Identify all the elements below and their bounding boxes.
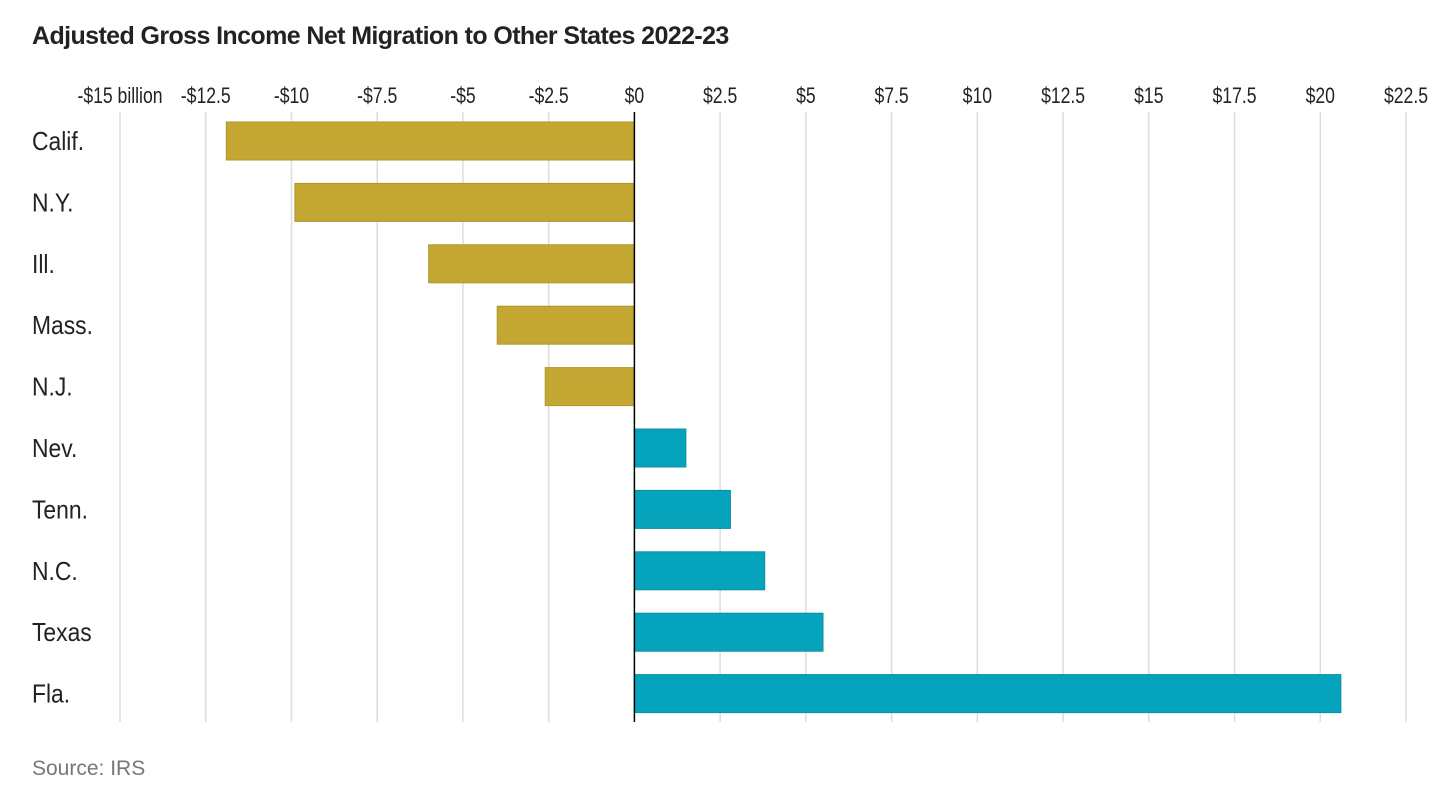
category-label: N.J. xyxy=(32,373,73,402)
x-tick-label: -$12.5 xyxy=(181,84,231,108)
x-tick-label: -$2.5 xyxy=(529,84,569,108)
bar-ill xyxy=(428,244,635,284)
x-tick-label: $22.5 xyxy=(1384,84,1428,108)
x-tick-label: $10 xyxy=(963,84,992,108)
category-label: N.C. xyxy=(32,558,78,587)
x-tick-label: $12.5 xyxy=(1041,84,1085,108)
bar-calif xyxy=(225,121,635,161)
chart-title: Adjusted Gross Income Net Migration to O… xyxy=(32,22,729,50)
bar-fla xyxy=(633,674,1342,714)
bar-mass xyxy=(496,305,635,345)
x-tick-label: $17.5 xyxy=(1213,84,1257,108)
x-tick-label: -$7.5 xyxy=(357,84,397,108)
x-tick-label: $2.5 xyxy=(703,84,737,108)
bar-tenn xyxy=(633,489,731,529)
bar-nev xyxy=(633,428,687,468)
chart-source: Source: IRS xyxy=(32,757,146,780)
bar-ny xyxy=(294,182,635,222)
category-label: Mass. xyxy=(32,312,93,341)
x-tick-label: -$10 xyxy=(274,84,309,108)
category-label: Fla. xyxy=(32,680,70,709)
x-tick-label: -$5 xyxy=(450,84,475,108)
x-tick-label: $7.5 xyxy=(874,84,908,108)
x-tick-label: -$15 billion xyxy=(77,84,162,108)
x-tick-label: $5 xyxy=(796,84,816,108)
bar-nj xyxy=(544,367,635,407)
x-tick-label: $20 xyxy=(1306,84,1335,108)
x-tick-label: $15 xyxy=(1134,84,1163,108)
bar-nc xyxy=(633,551,766,591)
category-label: Texas xyxy=(32,619,92,648)
x-tick-label: $0 xyxy=(625,84,645,108)
category-label: Calif. xyxy=(32,128,84,157)
category-label: Ill. xyxy=(32,251,55,280)
category-label: Nev. xyxy=(32,435,77,464)
category-label: N.Y. xyxy=(32,189,74,218)
bar-texas xyxy=(633,612,824,652)
category-label: Tenn. xyxy=(32,496,88,525)
